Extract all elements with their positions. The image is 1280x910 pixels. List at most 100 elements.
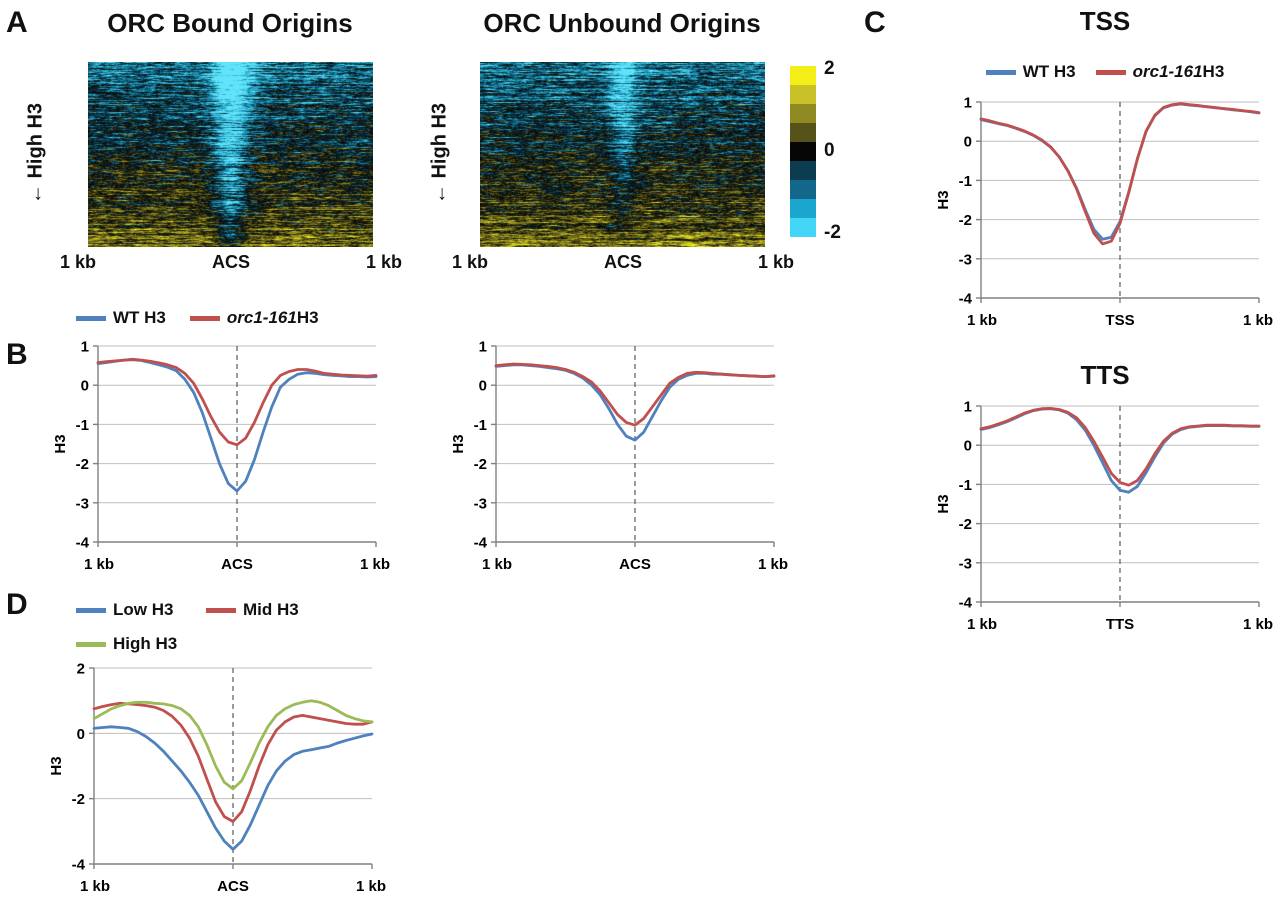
legend-item-mid: Mid H3 xyxy=(206,600,299,620)
panel-b-legend: WT H3 orc1-161 H3 xyxy=(76,308,319,328)
heatmap-colorbar xyxy=(790,66,816,237)
legend-label: WT H3 xyxy=(113,308,166,327)
svg-text:-4: -4 xyxy=(76,535,90,552)
orc-unbound-heatmap xyxy=(480,62,765,247)
svg-text:1 kb: 1 kb xyxy=(967,312,997,329)
svg-text:-4: -4 xyxy=(474,535,488,552)
wt-h3-line-swatch xyxy=(985,69,1016,75)
x-tick-right: 1 kb xyxy=(757,252,794,272)
panel-b-label: B xyxy=(6,338,28,371)
colorbar-tick-0: 0 xyxy=(824,140,835,161)
orc1-161-line-swatch xyxy=(1095,69,1126,75)
svg-text:-1: -1 xyxy=(959,477,972,494)
svg-text:1 kb: 1 kb xyxy=(84,556,114,573)
svg-text:H3: H3 xyxy=(52,434,69,453)
heatmap-bound-title: ORC Bound Origins xyxy=(107,8,353,38)
orc1-161-line-swatch xyxy=(189,315,220,321)
tts-chart-title: TTS xyxy=(1080,360,1130,390)
colorbar-tick-2: 2 xyxy=(824,58,835,79)
svg-text:-3: -3 xyxy=(474,495,487,512)
legend-item-high: High H3 xyxy=(76,634,177,654)
panel-d-legend-row2: High H3 xyxy=(76,634,177,654)
heatmap-bound-xaxis: 1 kb ACS 1 kb xyxy=(60,252,402,273)
svg-text:-1: -1 xyxy=(474,417,487,434)
svg-text:-3: -3 xyxy=(959,555,972,572)
svg-text:1 kb: 1 kb xyxy=(482,556,512,573)
svg-text:1 kb: 1 kb xyxy=(360,556,390,573)
svg-text:0: 0 xyxy=(479,378,487,395)
mid-h3-line-swatch xyxy=(206,607,236,613)
svg-text:H3: H3 xyxy=(48,756,65,775)
wt-h3-line-swatch xyxy=(76,315,106,321)
svg-text:0: 0 xyxy=(77,726,85,743)
svg-text:-2: -2 xyxy=(76,456,89,473)
h3-groups-profile-chart: 2 0 -2 -4 1 kb ACS 1 kb H3 xyxy=(48,661,386,896)
tss-profile-chart: 1 0 -1 -2 -3 -4 1 kb TSS 1 kb H3 xyxy=(935,95,1273,330)
panel-d-label: D xyxy=(6,588,28,621)
svg-text:-4: -4 xyxy=(72,857,86,874)
legend-item-wt: WT H3 xyxy=(985,62,1076,82)
svg-text:H3: H3 xyxy=(450,434,467,453)
panel-c-label: C xyxy=(864,6,886,39)
svg-text:1: 1 xyxy=(964,399,972,416)
svg-text:TTS: TTS xyxy=(1106,616,1134,633)
legend-label-em: orc1-161 xyxy=(1132,62,1203,81)
svg-text:0: 0 xyxy=(964,438,972,455)
legend-item-orc1: orc1-161 H3 xyxy=(189,308,319,328)
svg-text:0: 0 xyxy=(964,134,972,151)
x-tick-left: 1 kb xyxy=(452,252,489,272)
svg-text:1 kb: 1 kb xyxy=(758,556,788,573)
high-h3-line-swatch xyxy=(76,641,106,647)
orc-unbound-profile-chart: 1 0 -1 -2 -3 -4 1 kb ACS 1 kb H3 xyxy=(450,339,788,574)
x-tick-center: ACS xyxy=(603,252,642,272)
panel-a-label: A xyxy=(6,6,28,39)
svg-text:ACS: ACS xyxy=(217,878,249,895)
x-tick-left: 1 kb xyxy=(60,252,97,272)
legend-label: Mid H3 xyxy=(243,600,299,619)
svg-text:TSS: TSS xyxy=(1105,312,1134,329)
legend-label-rest: H3 xyxy=(296,308,319,327)
svg-text:ACS: ACS xyxy=(619,556,651,573)
panel-d-legend-row1: Low H3 Mid H3 xyxy=(76,600,299,620)
orc-bound-heatmap xyxy=(88,62,373,247)
tss-chart-title: TSS xyxy=(1079,6,1131,36)
svg-text:1: 1 xyxy=(964,95,972,112)
heatmap-unbound-xaxis: 1 kb ACS 1 kb xyxy=(452,252,794,273)
svg-text:0: 0 xyxy=(81,378,89,395)
svg-text:1: 1 xyxy=(81,339,89,356)
legend-label: Low H3 xyxy=(113,600,174,619)
legend-label-rest: H3 xyxy=(1202,62,1225,81)
svg-text:1 kb: 1 kb xyxy=(80,878,110,895)
svg-text:1 kb: 1 kb xyxy=(1243,616,1273,633)
svg-text:1 kb: 1 kb xyxy=(1243,312,1273,329)
svg-text:ACS: ACS xyxy=(221,556,253,573)
panel-c-legend: WT H3 orc1-161 H3 xyxy=(935,62,1275,82)
svg-text:1 kb: 1 kb xyxy=(356,878,386,895)
low-h3-line-swatch xyxy=(76,607,106,613)
svg-text:1: 1 xyxy=(479,339,487,356)
high-h3-arrow-label-right: ← High H3 xyxy=(428,102,451,205)
colorbar-tick-neg2: -2 xyxy=(824,222,841,243)
legend-item-low: Low H3 xyxy=(76,600,206,620)
tts-profile-chart: 1 0 -1 -2 -3 -4 1 kb TTS 1 kb H3 xyxy=(935,399,1273,634)
svg-text:-2: -2 xyxy=(474,456,487,473)
high-h3-arrow-label-left: ← High H3 xyxy=(24,102,47,205)
x-tick-center: ACS xyxy=(211,252,250,272)
legend-label-em: orc1-161 xyxy=(226,308,297,327)
legend-label: High H3 xyxy=(113,634,178,653)
svg-text:H3: H3 xyxy=(935,494,952,513)
svg-text:-3: -3 xyxy=(76,495,89,512)
svg-text:2: 2 xyxy=(77,661,85,678)
svg-text:-1: -1 xyxy=(959,173,972,190)
legend-item-orc1: orc1-161 H3 xyxy=(1095,62,1225,82)
heatmap-unbound-title: ORC Unbound Origins xyxy=(483,8,761,38)
svg-text:-2: -2 xyxy=(72,791,85,808)
svg-text:-2: -2 xyxy=(959,212,972,229)
svg-text:-4: -4 xyxy=(959,291,973,308)
svg-text:H3: H3 xyxy=(935,190,952,209)
svg-text:-4: -4 xyxy=(959,595,973,612)
svg-text:-2: -2 xyxy=(959,516,972,533)
svg-text:1 kb: 1 kb xyxy=(967,616,997,633)
svg-text:-3: -3 xyxy=(959,251,972,268)
